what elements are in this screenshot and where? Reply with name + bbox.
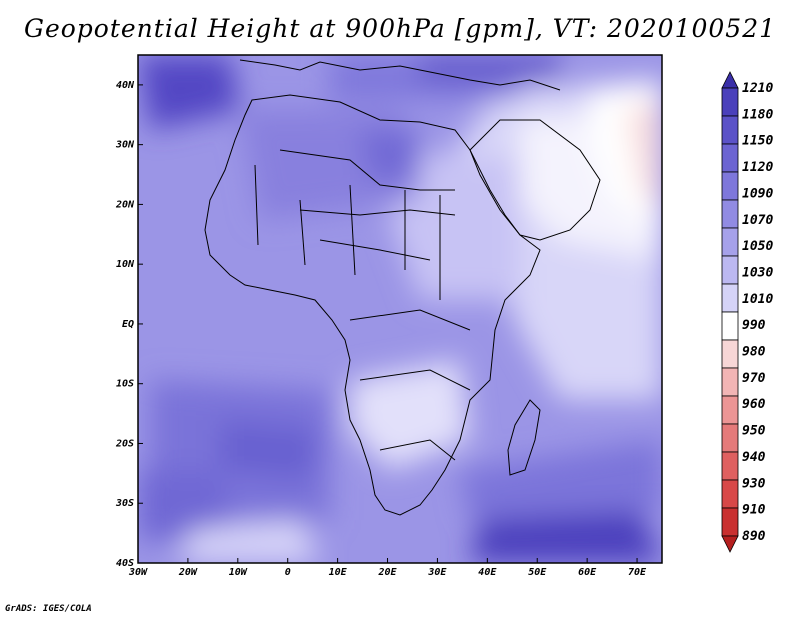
colorbar-label: 980 bbox=[742, 345, 766, 360]
colorbar-label: 1150 bbox=[742, 134, 773, 149]
lon-tick-label: 10E bbox=[329, 567, 348, 578]
colorbar-label: 1050 bbox=[742, 239, 773, 254]
lat-tick-label: 30S bbox=[115, 498, 134, 509]
lon-tick-label: 0 bbox=[285, 567, 291, 578]
map-title: Geopotential Height at 900hPa [gpm], VT:… bbox=[23, 14, 777, 43]
colorbar-label: 910 bbox=[742, 503, 766, 518]
colorbar-label: 940 bbox=[742, 450, 766, 465]
lon-tick-label: 20W bbox=[178, 567, 198, 578]
colorbar-swatch bbox=[721, 283, 739, 313]
colorbar-swatch bbox=[721, 255, 739, 285]
colorbar-label: 1210 bbox=[742, 81, 773, 96]
lat-tick-label: 20N bbox=[115, 199, 135, 210]
lat-tick-label: 40N bbox=[116, 80, 135, 91]
lon-tick-label: 30E bbox=[427, 567, 447, 578]
lat-tick-label: EQ bbox=[122, 319, 134, 330]
credit-text: GrADS: IGES/COLA bbox=[5, 604, 92, 614]
colorbar-label: 890 bbox=[742, 529, 766, 544]
lon-tick-label: 40E bbox=[478, 567, 497, 578]
latitude-ticks: 40N 30N 20N 10N EQ 10S 20S 30S 40S bbox=[115, 80, 143, 569]
colorbar-swatch bbox=[721, 143, 739, 173]
lon-tick-label: 10W bbox=[229, 567, 248, 578]
colorbar-swatch bbox=[721, 479, 739, 509]
colorbar-label: 1010 bbox=[742, 292, 773, 307]
colorbar-swatch bbox=[721, 115, 739, 145]
colorbar-swatch bbox=[721, 395, 739, 425]
colorbar-swatch bbox=[721, 227, 739, 257]
lon-tick-label: 60E bbox=[578, 567, 597, 578]
colorbar-label: 1090 bbox=[742, 186, 773, 201]
lon-tick-label: 50E bbox=[528, 567, 547, 578]
plot-frame bbox=[137, 54, 663, 564]
colorbar-swatch bbox=[721, 451, 739, 481]
lat-tick-label: 40S bbox=[116, 558, 134, 569]
colorbar: 1210 1180 1150 1120 1090 1070 1050 1030 1010 990 9… bbox=[721, 71, 773, 553]
colorbar-swatch bbox=[721, 423, 739, 453]
lon-tick-label: 70E bbox=[628, 567, 647, 578]
colorbar-label: 930 bbox=[742, 476, 766, 491]
colorbar-label: 1120 bbox=[742, 160, 773, 175]
colorbar-swatch bbox=[721, 535, 739, 553]
colorbar-label: 1030 bbox=[742, 265, 773, 280]
colorbar-swatch bbox=[721, 339, 739, 369]
lon-tick-label: 20E bbox=[377, 567, 397, 578]
lat-tick-label: 10N bbox=[116, 259, 135, 270]
colorbar-swatch bbox=[721, 71, 739, 89]
lon-tick-label: 30W bbox=[128, 567, 148, 578]
colorbar-swatch bbox=[721, 367, 739, 397]
longitude-ticks: 30W 20W 10W 0 10E 20E 30E 40E 50E 60E 70E bbox=[128, 558, 647, 578]
colorbar-swatch bbox=[721, 171, 739, 201]
geopotential-field bbox=[138, 55, 662, 563]
colorbar-swatch bbox=[721, 87, 739, 117]
colorbar-label: 1180 bbox=[742, 107, 773, 122]
colorbar-label: 970 bbox=[742, 371, 766, 386]
colorbar-label: 950 bbox=[742, 424, 766, 439]
lat-tick-label: 30N bbox=[115, 140, 135, 151]
colorbar-label: 1070 bbox=[742, 213, 773, 228]
coastlines bbox=[204, 59, 601, 516]
lat-tick-label: 10S bbox=[116, 379, 134, 390]
colorbar-swatch bbox=[721, 507, 739, 537]
colorbar-swatch bbox=[721, 311, 739, 341]
lat-tick-label: 20S bbox=[115, 438, 134, 449]
colorbar-label: 960 bbox=[742, 397, 766, 412]
colorbar-swatch bbox=[721, 199, 739, 229]
colorbar-label: 990 bbox=[742, 318, 766, 333]
